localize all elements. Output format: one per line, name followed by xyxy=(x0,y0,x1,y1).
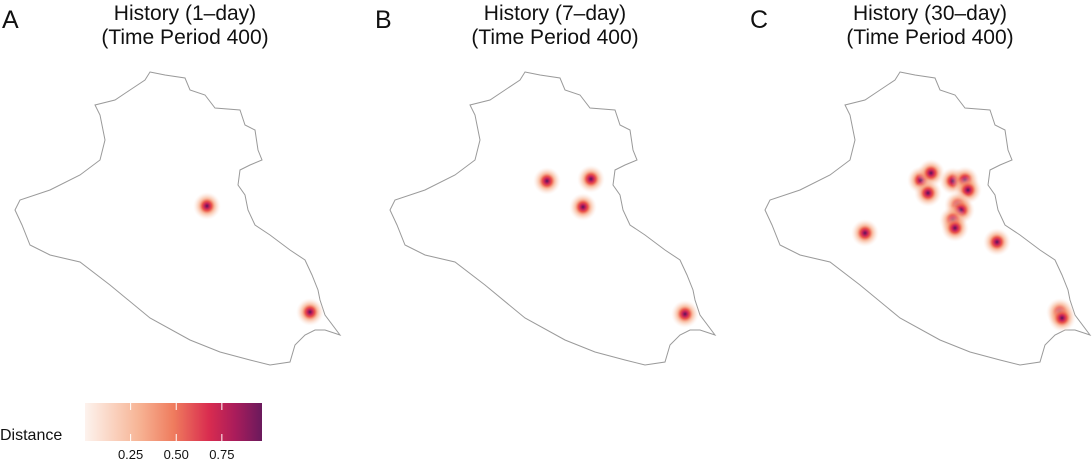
panel-letter: C xyxy=(750,6,768,34)
map-outline xyxy=(389,71,716,366)
panel-title: History (7–day) xyxy=(484,2,626,25)
legend-title: Distance xyxy=(0,427,62,444)
panel-letter: B xyxy=(375,6,392,34)
panel-title: (Time Period 400) xyxy=(471,26,638,49)
tick-label: 0.25 xyxy=(118,447,143,462)
colorbar-ticks: 0.25 0.50 0.75 xyxy=(118,403,235,462)
map-outline xyxy=(14,71,341,366)
panel-title: History (1–day) xyxy=(114,2,256,25)
tick-label: 0.75 xyxy=(209,447,234,462)
tick-label: 0.50 xyxy=(164,447,189,462)
colorbar xyxy=(85,403,262,441)
map-outline xyxy=(764,71,1091,366)
panel-title: (Time Period 400) xyxy=(101,26,268,49)
panel-title: History (30–day) xyxy=(853,2,1007,25)
panel-letter: A xyxy=(2,6,19,34)
panel-title: (Time Period 400) xyxy=(846,26,1013,49)
